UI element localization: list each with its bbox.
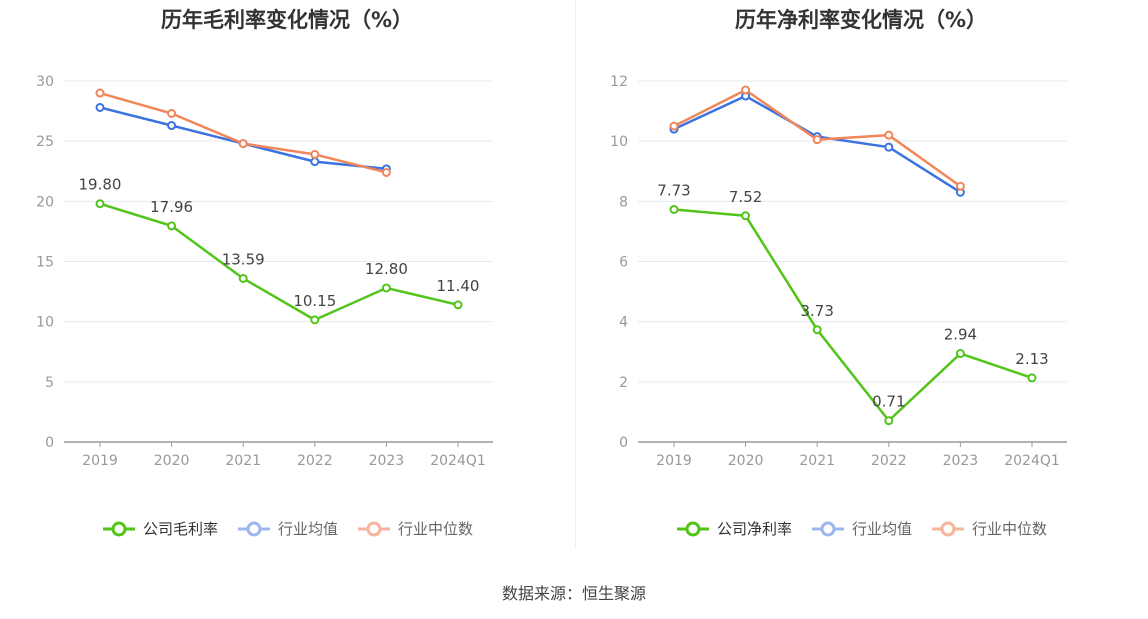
legend-industry-average[interactable]: 行业均值 <box>810 518 912 539</box>
legend-label: 公司净利率 <box>716 520 792 538</box>
data-point <box>381 283 391 293</box>
series-line-company <box>99 202 459 322</box>
data-label: 2.13 <box>1015 350 1048 368</box>
data-label: 11.40 <box>437 277 480 295</box>
data-point <box>381 167 391 177</box>
data-point <box>884 416 894 426</box>
data-point <box>812 325 822 335</box>
y-tick-label: 0 <box>45 435 54 451</box>
data-label: 12.80 <box>365 260 408 278</box>
y-tick-label: 6 <box>619 255 628 271</box>
x-tick-label: 2024Q1 <box>430 453 486 469</box>
data-label: 3.73 <box>800 302 833 320</box>
y-tick-label: 8 <box>619 194 628 210</box>
data-point <box>95 88 105 98</box>
gross-margin-title: 历年毛利率变化情况（%） <box>160 8 414 32</box>
legend-industry-median[interactable]: 行业中位数 <box>930 518 1047 539</box>
y-tick-label: 15 <box>36 255 54 271</box>
net-margin-panel: 历年净利率变化情况（%） 0 2 4 6 8 10 12 2019 2020 2021 2022 20… <box>574 0 1148 560</box>
x-tick-label: 2019 <box>82 453 118 469</box>
x-tick-label: 2023 <box>369 453 405 469</box>
data-label: 7.52 <box>729 188 762 206</box>
data-point <box>812 135 822 145</box>
data-point <box>310 149 320 159</box>
y-tick-label: 20 <box>36 194 54 210</box>
legend-industry-median[interactable]: 行业中位数 <box>356 518 473 539</box>
data-point <box>955 349 965 359</box>
x-tick-label: 2019 <box>656 453 692 469</box>
x-tick-label: 2024Q1 <box>1004 453 1060 469</box>
data-point <box>884 130 894 140</box>
gross-margin-legend: 公司毛利率 行业均值 行业中位数 <box>0 518 574 539</box>
panel-divider <box>575 0 576 548</box>
legend-line-icon <box>932 521 964 536</box>
x-tick-label: 2022 <box>297 453 333 469</box>
data-point <box>453 300 463 310</box>
legend-line-icon <box>811 521 844 536</box>
gross-margin-chart: 0 5 10 15 20 25 30 2019 2020 2021 2022 2023 2024Q1 19… <box>36 74 493 469</box>
series-line-industry-average <box>99 106 387 171</box>
legend-label: 行业中位数 <box>972 520 1048 538</box>
y-tick-label: 30 <box>36 74 54 90</box>
y-tick-label: 0 <box>619 435 628 451</box>
data-point <box>310 157 320 167</box>
net-margin-chart: 0 2 4 6 8 10 12 2019 2020 2021 2022 2023 2024Q1 7.73 7… <box>610 74 1067 469</box>
data-point <box>955 181 965 191</box>
data-point <box>884 142 894 152</box>
x-tick-label: 2020 <box>728 453 764 469</box>
data-label: 0.71 <box>872 393 905 411</box>
data-point <box>95 199 105 209</box>
data-point <box>741 85 751 95</box>
y-tick-label: 10 <box>36 315 54 331</box>
data-point <box>669 204 679 214</box>
legend-label: 公司毛利率 <box>142 520 218 538</box>
y-tick-label: 10 <box>610 134 628 150</box>
x-tick-label: 2020 <box>154 453 190 469</box>
legend-label: 行业均值 <box>851 520 912 538</box>
net-margin-legend: 公司净利率 行业均值 行业中位数 <box>574 518 1148 539</box>
data-source: 数据来源：恒生聚源 <box>501 584 646 603</box>
data-label: 10.15 <box>293 292 336 310</box>
data-point <box>95 102 105 112</box>
gross-margin-panel: 历年毛利率变化情况（%） 0 5 10 15 20 25 30 2019 2020 2021 202… <box>0 0 574 560</box>
legend-industry-average[interactable]: 行业均值 <box>236 518 338 539</box>
legend-line-icon <box>102 521 135 536</box>
data-point <box>238 139 248 149</box>
data-label: 7.73 <box>657 181 690 199</box>
data-point <box>167 221 177 231</box>
y-tick-label: 4 <box>619 315 628 331</box>
y-tick-label: 25 <box>36 134 54 150</box>
data-point <box>310 315 320 325</box>
x-tick-label: 2023 <box>943 453 979 469</box>
series-line-industry-average <box>673 94 962 194</box>
data-point <box>167 108 177 118</box>
legend-company-net-margin[interactable]: 公司净利率 <box>675 518 792 539</box>
series-line-company <box>673 208 1033 422</box>
legend-line-icon <box>676 521 709 536</box>
x-tick-label: 2021 <box>799 453 835 469</box>
series-line-industry-median <box>99 91 387 174</box>
data-point <box>1027 373 1037 383</box>
legend-label: 行业均值 <box>277 520 338 538</box>
data-label: 17.96 <box>150 198 193 216</box>
legend-label: 行业中位数 <box>398 520 474 538</box>
data-label: 13.59 <box>222 250 265 268</box>
data-label: 2.94 <box>944 326 977 344</box>
data-point <box>167 121 177 131</box>
legend-company-gross-margin[interactable]: 公司毛利率 <box>101 518 218 539</box>
data-point <box>238 273 248 283</box>
data-point <box>669 121 679 131</box>
y-tick-label: 2 <box>619 375 628 391</box>
net-margin-title: 历年净利率变化情况（%） <box>734 8 988 32</box>
y-tick-label: 12 <box>610 74 628 90</box>
x-tick-label: 2021 <box>225 453 261 469</box>
legend-line-icon <box>237 521 270 536</box>
legend-line-icon <box>358 521 390 536</box>
data-label: 19.80 <box>79 176 122 194</box>
y-tick-label: 5 <box>45 375 54 391</box>
data-point <box>741 211 751 221</box>
x-tick-label: 2022 <box>871 453 907 469</box>
